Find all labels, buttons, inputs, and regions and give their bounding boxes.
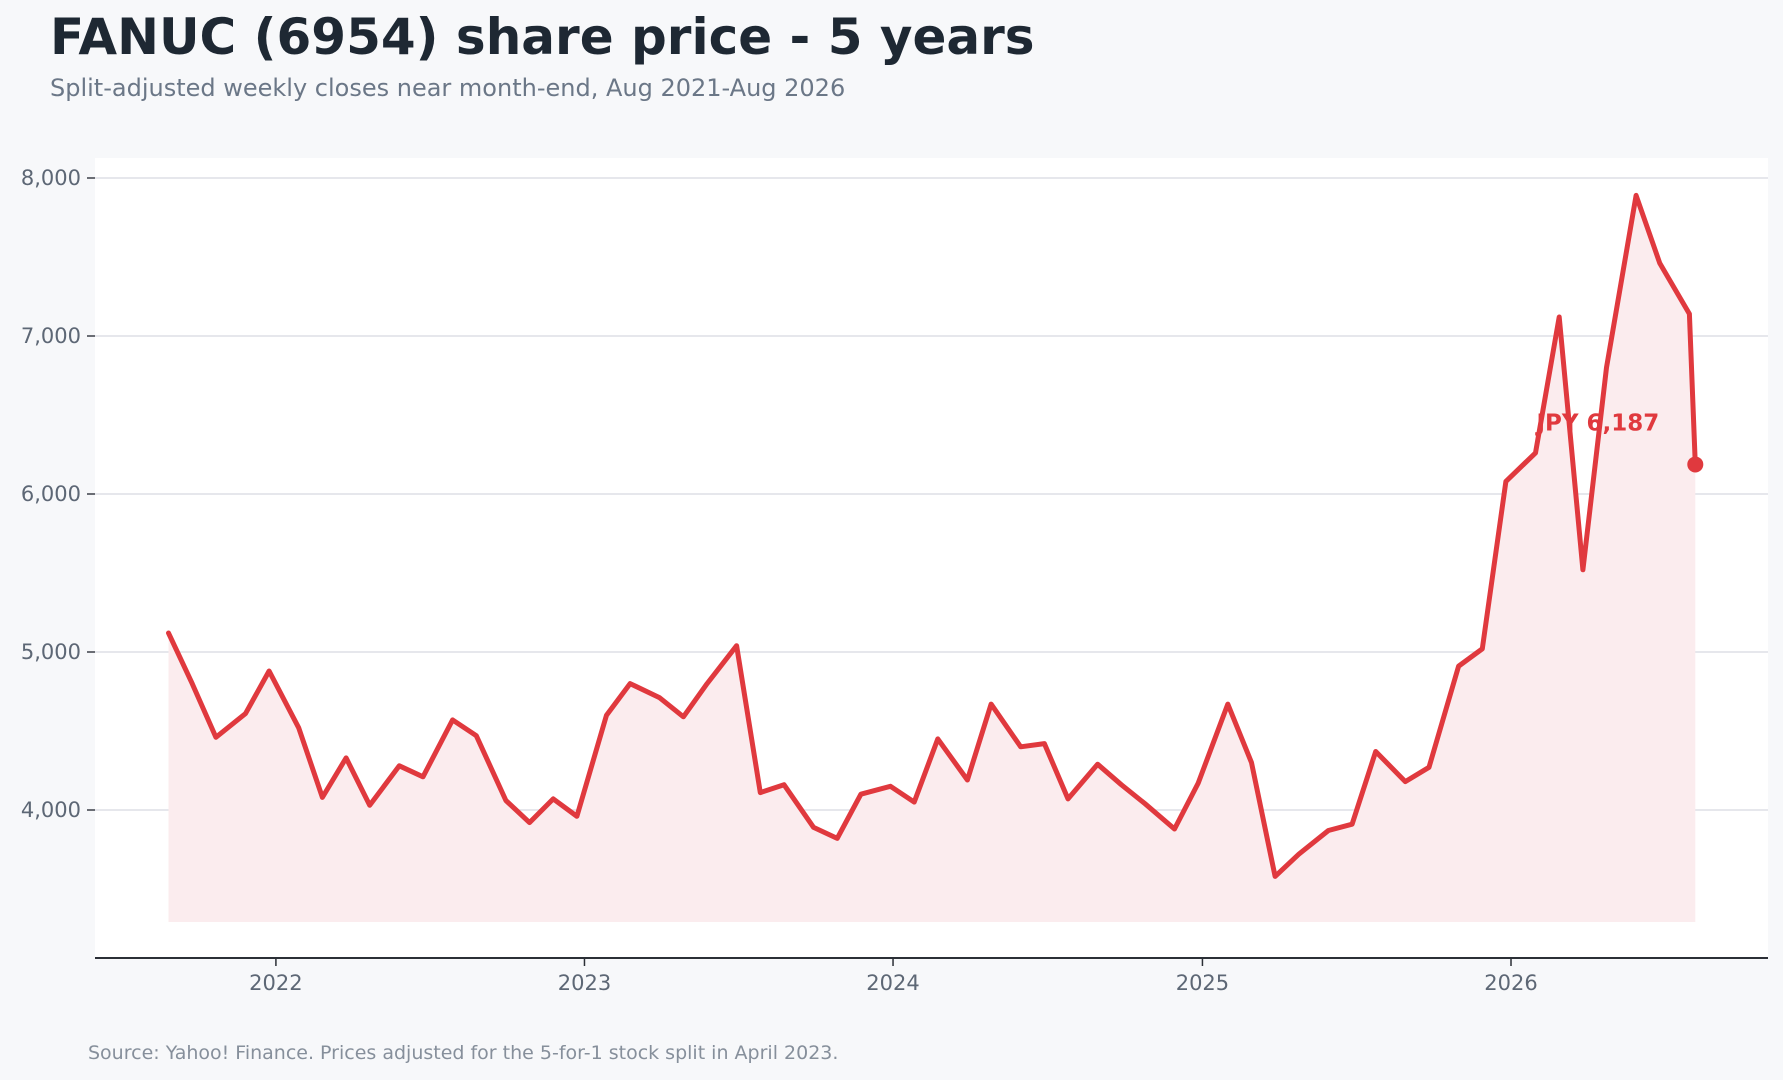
chart-subtitle: Split-adjusted weekly closes near month-… [50, 74, 846, 102]
axes [95, 957, 1768, 966]
area-fill [168, 195, 1696, 922]
last-value-label: JPY 6,187 [1534, 410, 1659, 436]
series-line [166, 192, 1698, 879]
x-tick-label: 2024 [866, 971, 919, 995]
x-tick-label: 2026 [1484, 971, 1537, 995]
y-tick-label: 4,000 [21, 798, 81, 822]
y-tick-label: 8,000 [21, 166, 81, 190]
y-tick-label: 7,000 [21, 324, 81, 348]
y-tick-label: 6,000 [21, 482, 81, 506]
x-tick-label: 2023 [558, 971, 611, 995]
labels: 4,000 5,000 6,000 7,000 8,000 2022 2023 2024 202… [21, 166, 1704, 995]
y-tick-label: 5,000 [21, 640, 81, 664]
source-note: Source: Yahoo! Finance. Prices adjusted … [88, 1042, 839, 1064]
x-tick-label: 2025 [1176, 971, 1229, 995]
x-tick-label: 2022 [249, 971, 302, 995]
last-point-marker [1687, 456, 1704, 473]
chart-title: FANUC (6954) share price - 5 years [50, 8, 1035, 66]
